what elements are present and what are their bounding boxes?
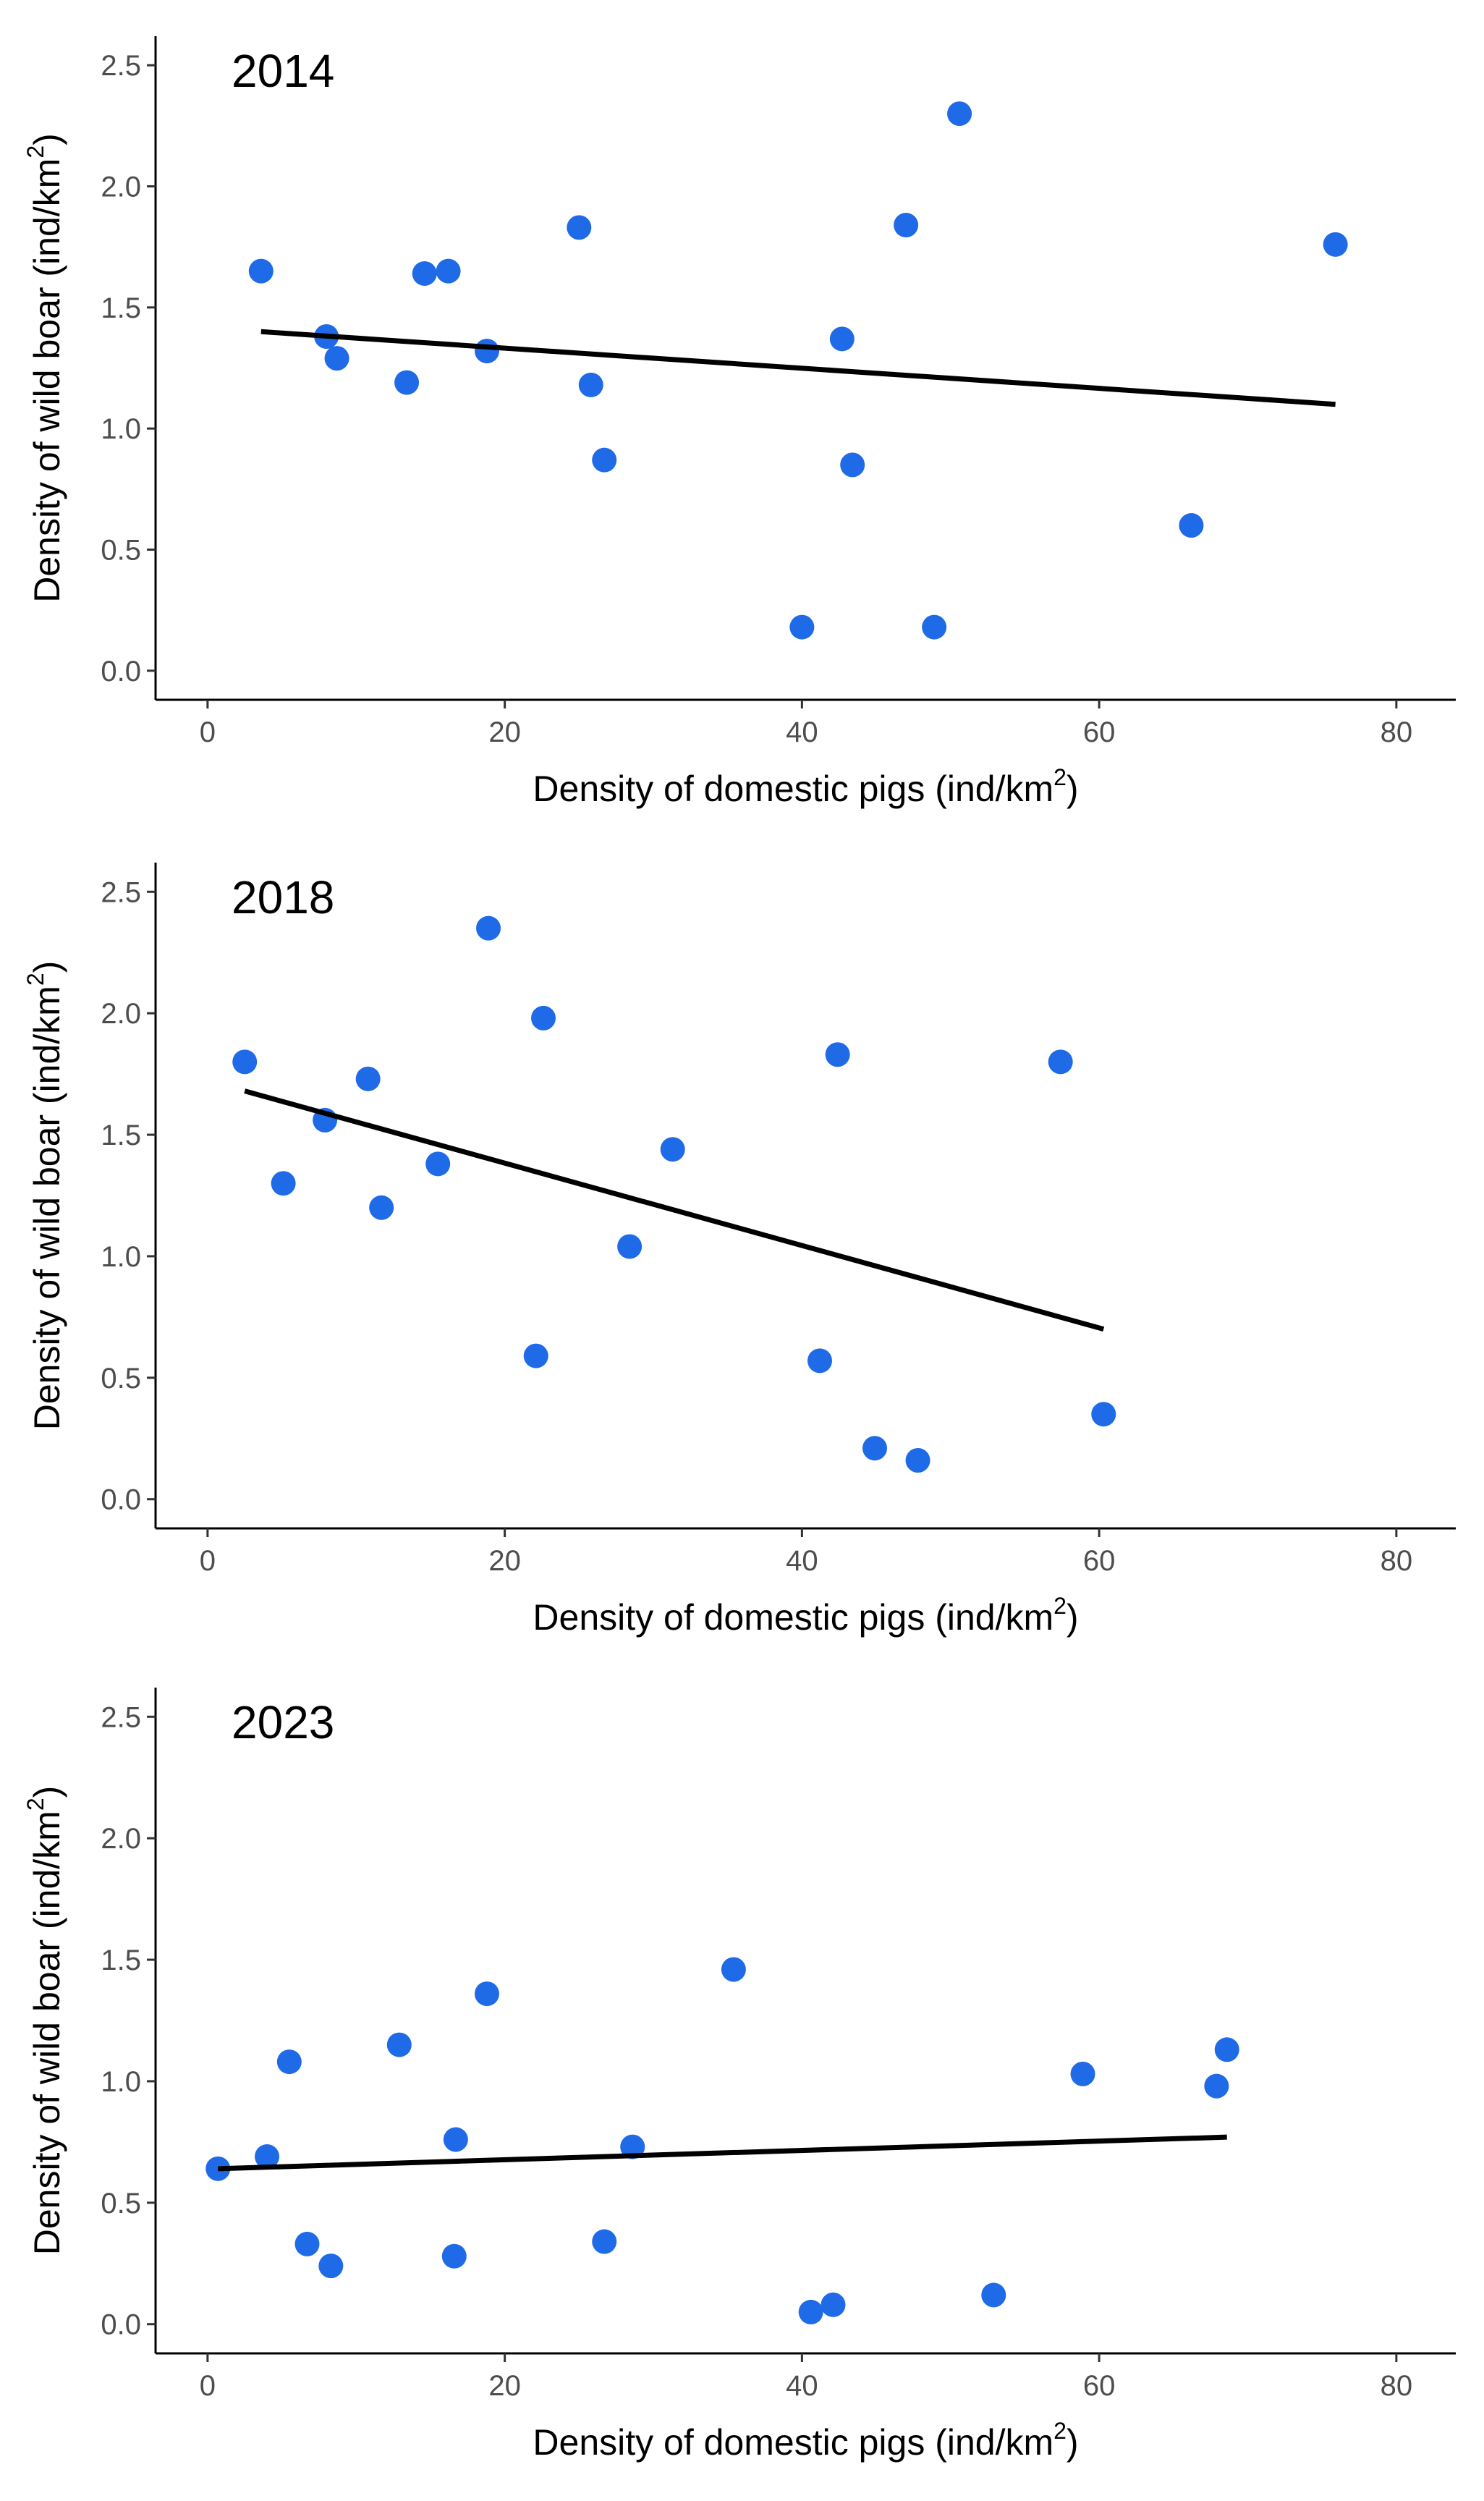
data-point — [905, 1447, 930, 1473]
data-point — [660, 1137, 685, 1162]
data-point — [318, 2254, 344, 2279]
data-point — [721, 1957, 746, 1982]
y-tick-label: 2.0 — [101, 1823, 141, 1855]
data-point — [369, 1195, 394, 1220]
x-axis-title: Density of domestic pigs (ind/km2) — [533, 2418, 1078, 2463]
data-point — [592, 447, 617, 473]
x-tick-label: 0 — [200, 1545, 216, 1577]
chart-panel-2023: 0.0 0.5 1.0 1.5 2.0 2.5 0 20 40 60 80 Density of do… — [22, 1688, 1456, 2463]
data-point — [294, 2231, 320, 2256]
x-axis-title: Density of domestic pigs (ind/km2) — [533, 764, 1078, 809]
data-point — [617, 1234, 643, 1259]
data-point — [394, 370, 420, 395]
x-tick-label: 20 — [488, 716, 521, 748]
panel-year-title: 2014 — [232, 45, 334, 97]
x-tick-label: 80 — [1381, 2370, 1413, 2402]
data-point — [1048, 1049, 1073, 1075]
y-tick-label: 2.5 — [101, 1701, 141, 1733]
data-point — [255, 2144, 280, 2170]
data-point — [324, 346, 349, 371]
y-tick-label: 1.0 — [101, 2066, 141, 2098]
data-point — [829, 326, 855, 352]
y-tick-label: 2.0 — [101, 171, 141, 203]
data-point — [232, 1049, 258, 1075]
x-tick-label: 20 — [488, 2370, 521, 2402]
y-axis-title: Density of wild boar (ind/km2) — [22, 961, 67, 1431]
y-tick-label: 0.0 — [101, 1484, 141, 1516]
x-tick-label: 0 — [200, 2370, 216, 2402]
data-point — [1091, 1402, 1116, 1427]
data-point — [523, 1343, 548, 1368]
y-tick-label: 0.5 — [101, 2188, 141, 2219]
x-tick-label: 80 — [1381, 716, 1413, 748]
x-tick-label: 60 — [1083, 1545, 1116, 1577]
y-tick-label: 2.5 — [101, 876, 141, 908]
data-point — [807, 1348, 833, 1374]
x-tick-label: 60 — [1083, 2370, 1116, 2402]
x-tick-label: 80 — [1381, 1545, 1413, 1577]
y-tick-label: 1.5 — [101, 292, 141, 324]
data-point — [474, 339, 499, 364]
data-point — [981, 2282, 1006, 2308]
x-tick-label: 60 — [1083, 716, 1116, 748]
y-tick-label: 0.5 — [101, 1363, 141, 1395]
data-point — [862, 1436, 887, 1461]
data-point — [620, 2134, 645, 2159]
data-point — [840, 452, 865, 478]
trend-line — [218, 2134, 1227, 2172]
x-axis-title: Density of domestic pigs (ind/km2) — [533, 1593, 1078, 1638]
y-tick-label: 1.5 — [101, 1120, 141, 1151]
x-tick-label: 40 — [786, 716, 818, 748]
x-tick-label: 40 — [786, 1545, 818, 1577]
x-tick-label: 20 — [488, 1545, 521, 1577]
data-point — [1070, 2061, 1095, 2086]
data-point — [476, 915, 501, 941]
data-point — [531, 1005, 556, 1031]
data-point — [412, 261, 437, 286]
data-point — [248, 258, 274, 284]
y-tick-label: 0.0 — [101, 656, 141, 687]
data-point — [355, 1066, 381, 1091]
x-tick-label: 40 — [786, 2370, 818, 2402]
y-axis-title: Density of wild boar (ind/km2) — [22, 133, 67, 603]
data-point — [578, 372, 603, 397]
data-point — [1179, 513, 1204, 538]
data-point — [436, 258, 461, 284]
data-point — [271, 1171, 296, 1196]
data-point — [1204, 2073, 1229, 2099]
data-point — [825, 1042, 850, 1067]
data-point — [894, 213, 919, 238]
data-point — [425, 1151, 451, 1177]
y-tick-label: 1.0 — [101, 1241, 141, 1273]
data-point — [276, 2049, 302, 2075]
y-tick-label: 2.5 — [101, 50, 141, 82]
x-tick-label: 0 — [200, 716, 216, 748]
y-tick-label: 2.0 — [101, 998, 141, 1030]
data-point — [443, 2127, 468, 2152]
trend-line — [244, 1088, 1105, 1332]
y-tick-label: 1.0 — [101, 413, 141, 445]
data-point — [789, 614, 815, 640]
data-point — [592, 2229, 617, 2254]
data-point — [474, 1981, 499, 2007]
data-point — [947, 101, 972, 127]
data-point — [567, 215, 592, 240]
data-point — [1214, 2037, 1239, 2062]
y-tick-label: 0.5 — [101, 535, 141, 567]
data-point — [922, 614, 947, 640]
data-point — [798, 2299, 823, 2324]
y-tick-label: 0.0 — [101, 2309, 141, 2341]
trend-line — [260, 329, 1336, 407]
data-point — [1323, 232, 1348, 257]
panel-year-title: 2023 — [232, 1696, 334, 1748]
data-point — [441, 2243, 467, 2269]
y-axis-title: Density of wild boar (ind/km2) — [22, 1786, 67, 2256]
panel-year-title: 2018 — [232, 871, 334, 923]
chart-panel-2018: 0.0 0.5 1.0 1.5 2.0 2.5 0 20 40 60 80 Density of do… — [22, 863, 1456, 1638]
chart-panel-2014: 0.0 0.5 1.0 1.5 2.0 2.5 0 20 40 60 80 Density of do… — [22, 36, 1456, 809]
data-point — [386, 2032, 412, 2057]
data-point — [821, 2292, 846, 2317]
y-tick-label: 1.5 — [101, 1944, 141, 1976]
